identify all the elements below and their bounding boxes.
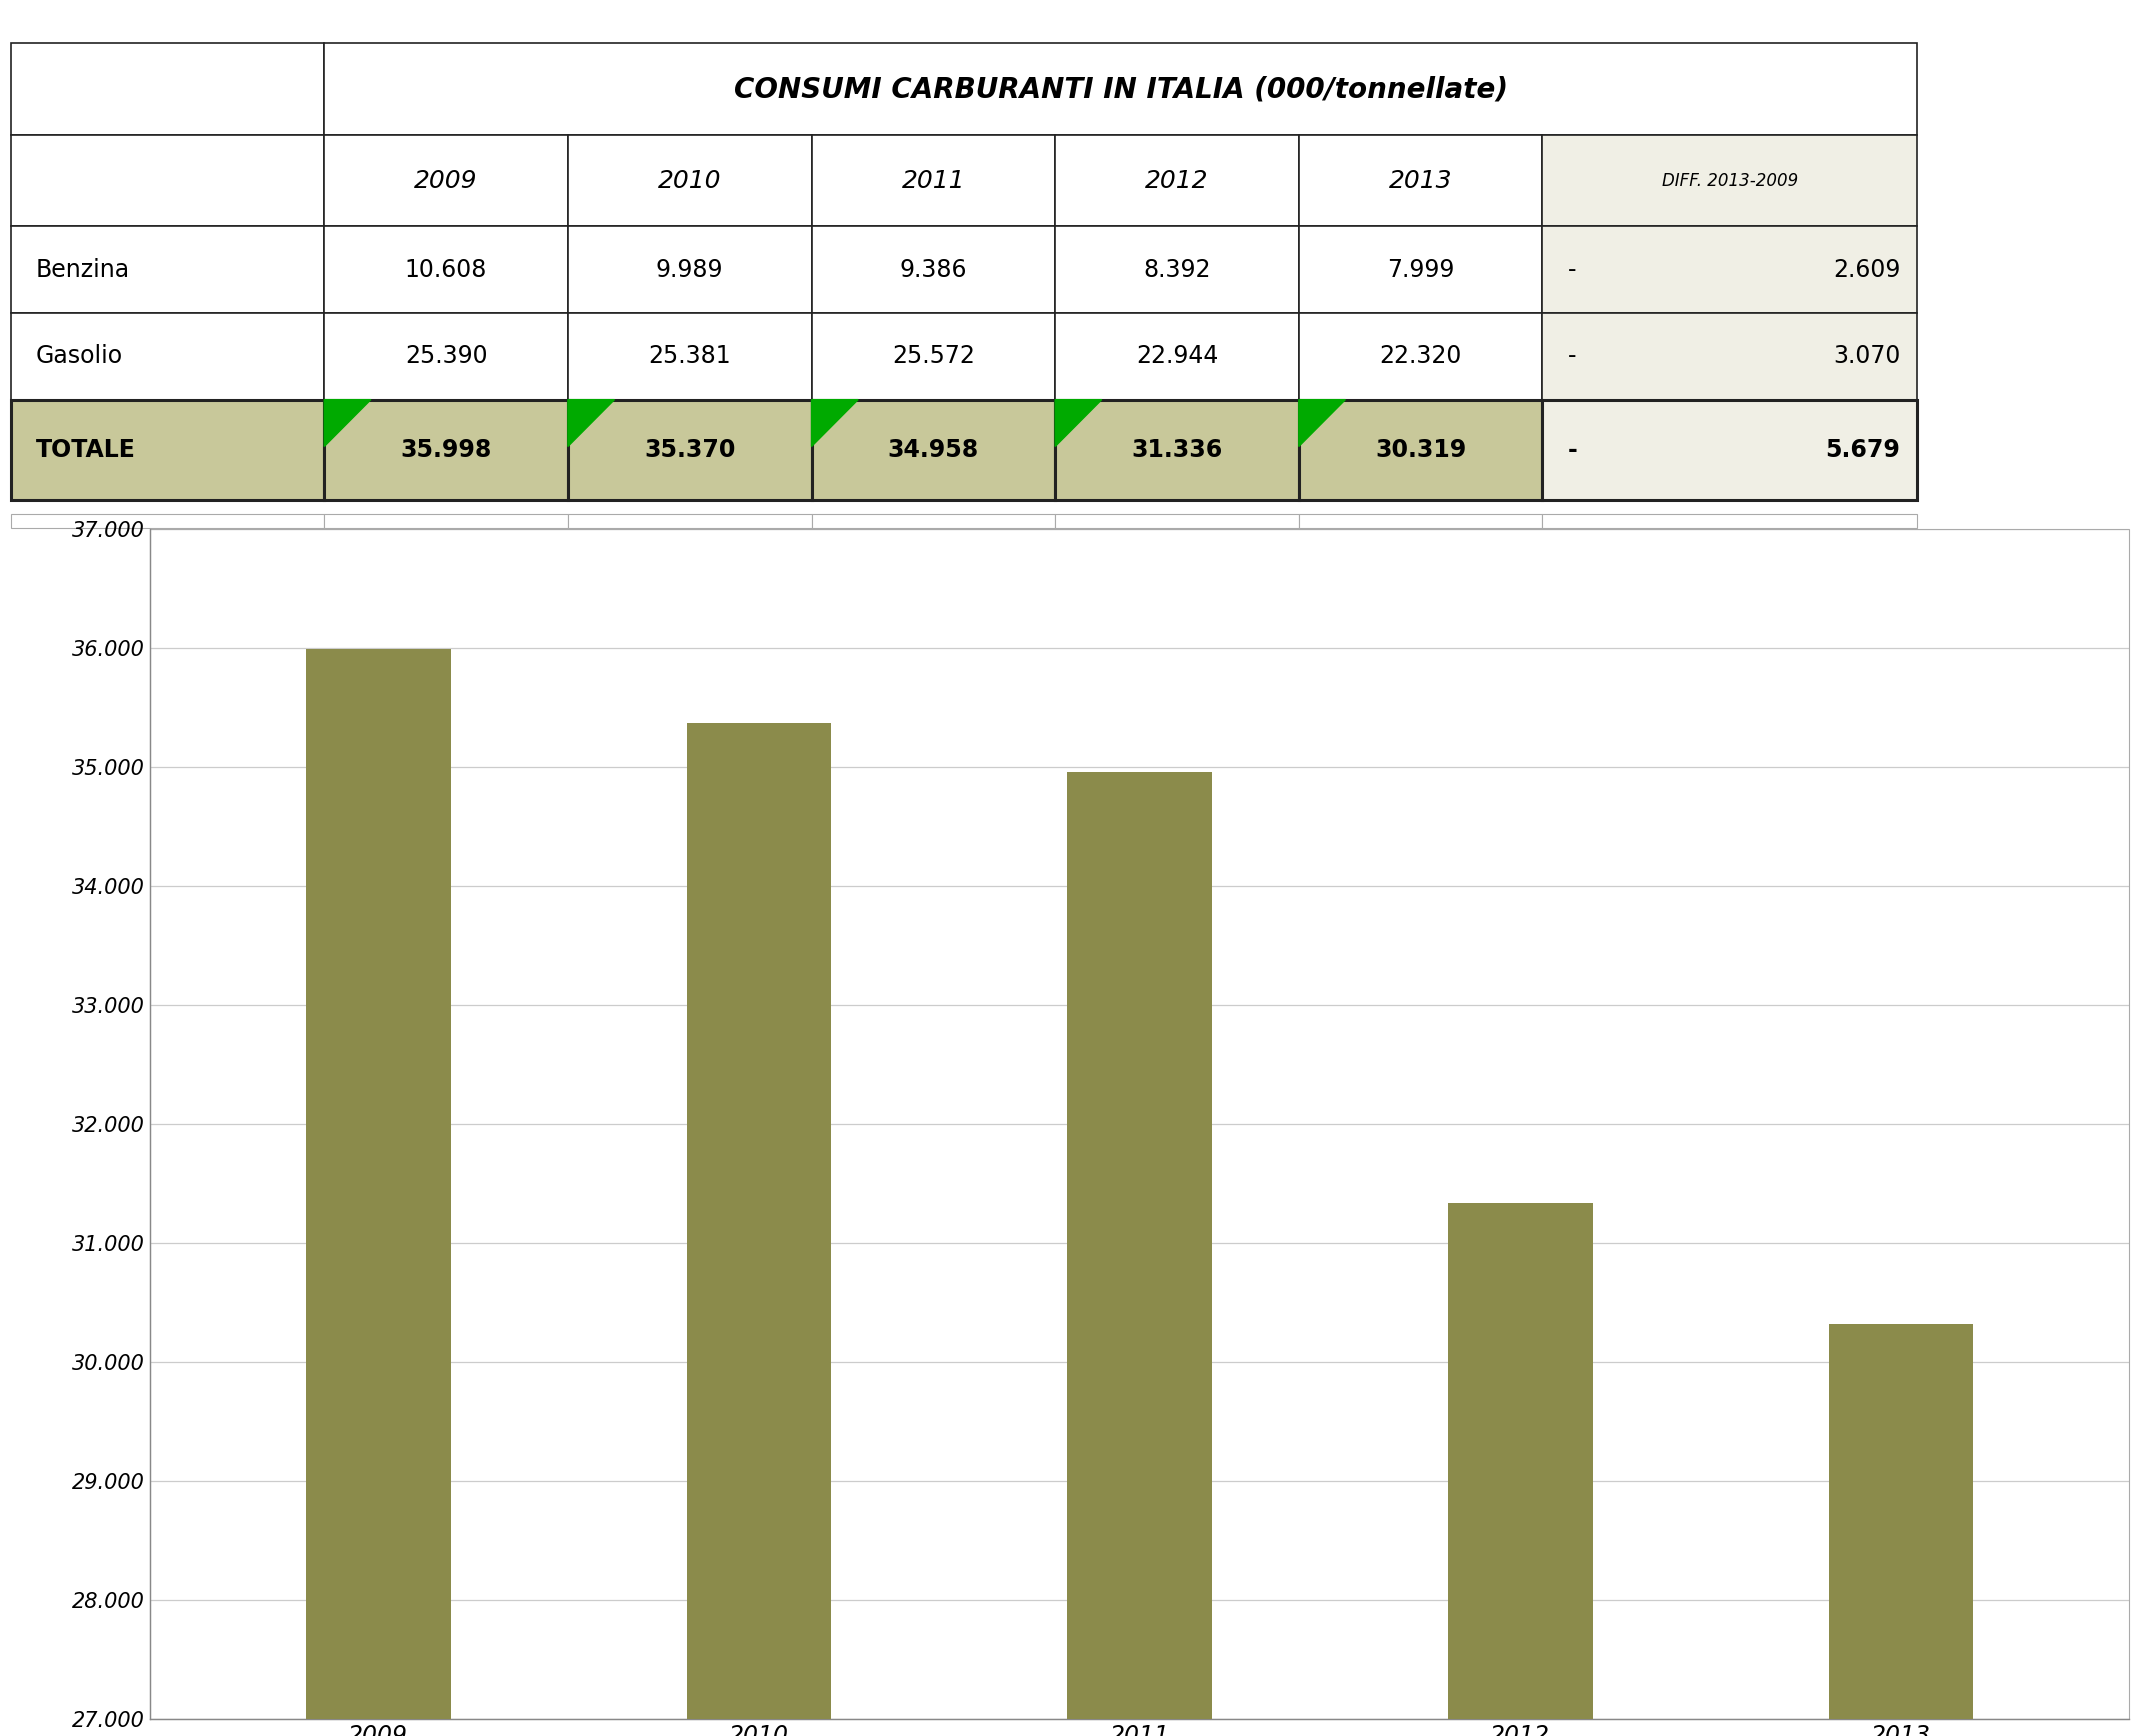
Bar xyxy=(325,312,567,399)
Text: CONSUMI CARBURANTI IN ITALIA (000/tonnellate): CONSUMI CARBURANTI IN ITALIA (000/tonnel… xyxy=(734,75,1509,102)
Bar xyxy=(1055,226,1299,312)
Bar xyxy=(1055,312,1299,399)
Bar xyxy=(325,399,567,500)
Text: 25.572: 25.572 xyxy=(892,344,976,368)
Bar xyxy=(150,529,2129,1719)
Text: 10.608: 10.608 xyxy=(404,257,488,281)
Bar xyxy=(11,514,325,528)
Bar xyxy=(11,135,325,226)
Bar xyxy=(11,43,325,135)
Bar xyxy=(1299,399,1543,500)
Bar xyxy=(1299,226,1543,312)
Text: 2009: 2009 xyxy=(415,168,477,193)
Bar xyxy=(567,514,811,528)
Text: 22.320: 22.320 xyxy=(1380,344,1462,368)
Bar xyxy=(1055,135,1299,226)
Bar xyxy=(567,399,811,500)
Bar xyxy=(1299,135,1543,226)
Bar xyxy=(1543,514,1917,528)
Text: 25.390: 25.390 xyxy=(404,344,488,368)
Bar xyxy=(11,399,325,500)
Bar xyxy=(325,226,567,312)
Bar xyxy=(811,226,1055,312)
Text: -: - xyxy=(1569,344,1577,368)
Text: 30.319: 30.319 xyxy=(1376,437,1466,462)
Text: 2013: 2013 xyxy=(1389,168,1453,193)
Bar xyxy=(1055,399,1299,500)
Polygon shape xyxy=(1055,399,1102,446)
Bar xyxy=(567,135,811,226)
Polygon shape xyxy=(567,399,614,446)
Bar xyxy=(1449,1203,1592,1736)
Bar xyxy=(1299,514,1543,528)
Text: 2010: 2010 xyxy=(657,168,721,193)
Text: 22.944: 22.944 xyxy=(1136,344,1218,368)
Text: Gasolio: Gasolio xyxy=(36,344,124,368)
Bar xyxy=(1543,399,1917,500)
Bar xyxy=(11,226,325,312)
Bar xyxy=(325,135,567,226)
Text: 2.609: 2.609 xyxy=(1834,257,1900,281)
Bar xyxy=(811,312,1055,399)
Polygon shape xyxy=(325,399,370,446)
Text: 3.070: 3.070 xyxy=(1834,344,1900,368)
Bar xyxy=(1055,514,1299,528)
Polygon shape xyxy=(1299,399,1346,446)
Bar xyxy=(325,514,567,528)
Text: TOTALE: TOTALE xyxy=(36,437,137,462)
Text: -: - xyxy=(1569,437,1577,462)
Bar xyxy=(1068,773,1211,1736)
Text: 25.381: 25.381 xyxy=(648,344,732,368)
Text: 35.370: 35.370 xyxy=(644,437,736,462)
Bar xyxy=(1543,312,1917,399)
Bar xyxy=(11,312,325,399)
Text: 35.998: 35.998 xyxy=(400,437,492,462)
Text: 7.999: 7.999 xyxy=(1387,257,1455,281)
Bar xyxy=(811,514,1055,528)
Bar xyxy=(1543,135,1917,226)
Text: 9.989: 9.989 xyxy=(657,257,723,281)
Text: 9.386: 9.386 xyxy=(899,257,967,281)
Bar xyxy=(811,399,1055,500)
Text: -: - xyxy=(1569,257,1577,281)
Bar xyxy=(1299,312,1543,399)
Text: 8.392: 8.392 xyxy=(1143,257,1211,281)
Text: DIFF. 2013-2009: DIFF. 2013-2009 xyxy=(1663,172,1798,189)
Bar xyxy=(567,226,811,312)
Bar xyxy=(567,312,811,399)
Text: 5.679: 5.679 xyxy=(1825,437,1900,462)
Text: 2011: 2011 xyxy=(901,168,965,193)
Bar xyxy=(325,43,1917,135)
Bar xyxy=(811,135,1055,226)
Bar xyxy=(1543,226,1917,312)
Text: Benzina: Benzina xyxy=(36,257,131,281)
Text: 34.958: 34.958 xyxy=(888,437,978,462)
Bar xyxy=(687,724,830,1736)
Text: 31.336: 31.336 xyxy=(1132,437,1222,462)
Bar xyxy=(306,649,452,1736)
Bar xyxy=(1828,1325,1973,1736)
Text: 2012: 2012 xyxy=(1145,168,1209,193)
Polygon shape xyxy=(811,399,858,446)
